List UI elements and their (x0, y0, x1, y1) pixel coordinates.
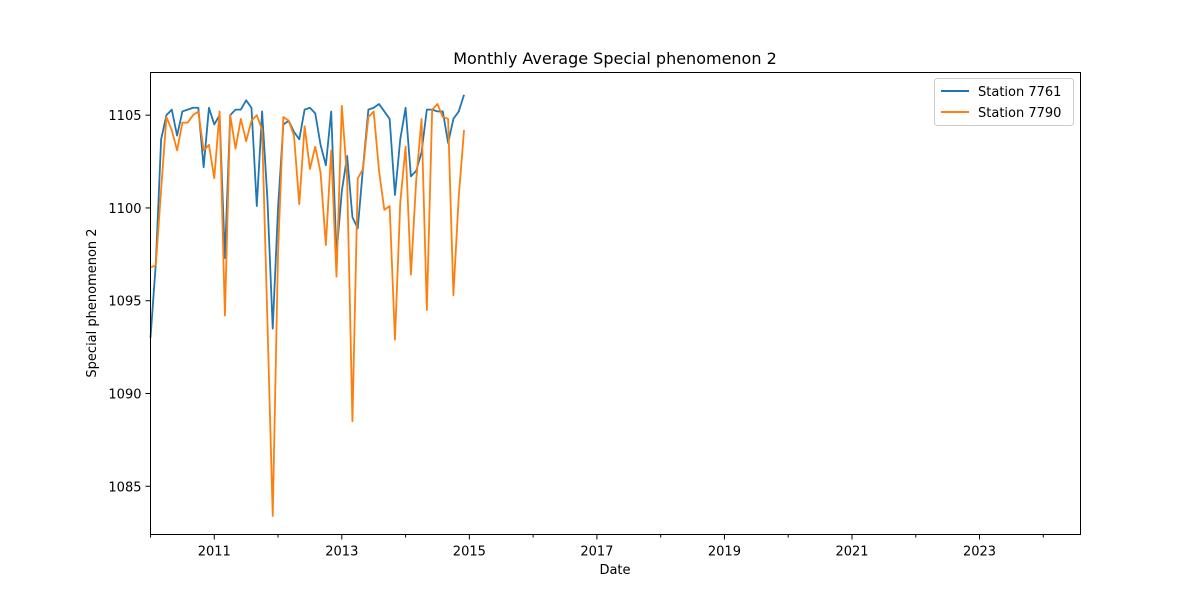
x-tick-label: 2013 (325, 545, 358, 560)
x-tick-label: 2015 (453, 545, 486, 560)
legend-label-station-7761: Station 7761 (978, 85, 1061, 100)
x-tick-label: 2017 (580, 545, 613, 560)
y-axis: 1085 1090 1095 1100 1105 (108, 109, 151, 495)
y-tick-label: 1095 (108, 295, 141, 310)
x-tick-label: 2019 (708, 545, 741, 560)
legend: Station 7761 Station 7790 (934, 78, 1074, 126)
series-line-station-7790 (150, 103, 465, 517)
legend-box (934, 78, 1074, 126)
y-tick-label: 1085 (108, 480, 141, 495)
x-tick-label: 2011 (198, 545, 231, 560)
y-tick-label: 1105 (108, 109, 141, 124)
y-axis-label: Special phenomenon 2 (85, 228, 100, 377)
plot-frame (150, 72, 1081, 535)
x-tick-label: 2023 (963, 545, 996, 560)
series-line-station-7761 (149, 94, 465, 338)
series-layer (149, 94, 465, 517)
x-tick-label: 2021 (835, 545, 868, 560)
chart-title: Monthly Average Special phenomenon 2 (453, 49, 777, 68)
legend-label-station-7790: Station 7790 (978, 106, 1061, 121)
y-tick-label: 1100 (108, 202, 141, 217)
y-tick-label: 1090 (108, 387, 141, 402)
x-axis: 2011 2013 2015 2017 2019 2021 2023 (150, 534, 1044, 560)
x-axis-label: Date (599, 563, 630, 578)
